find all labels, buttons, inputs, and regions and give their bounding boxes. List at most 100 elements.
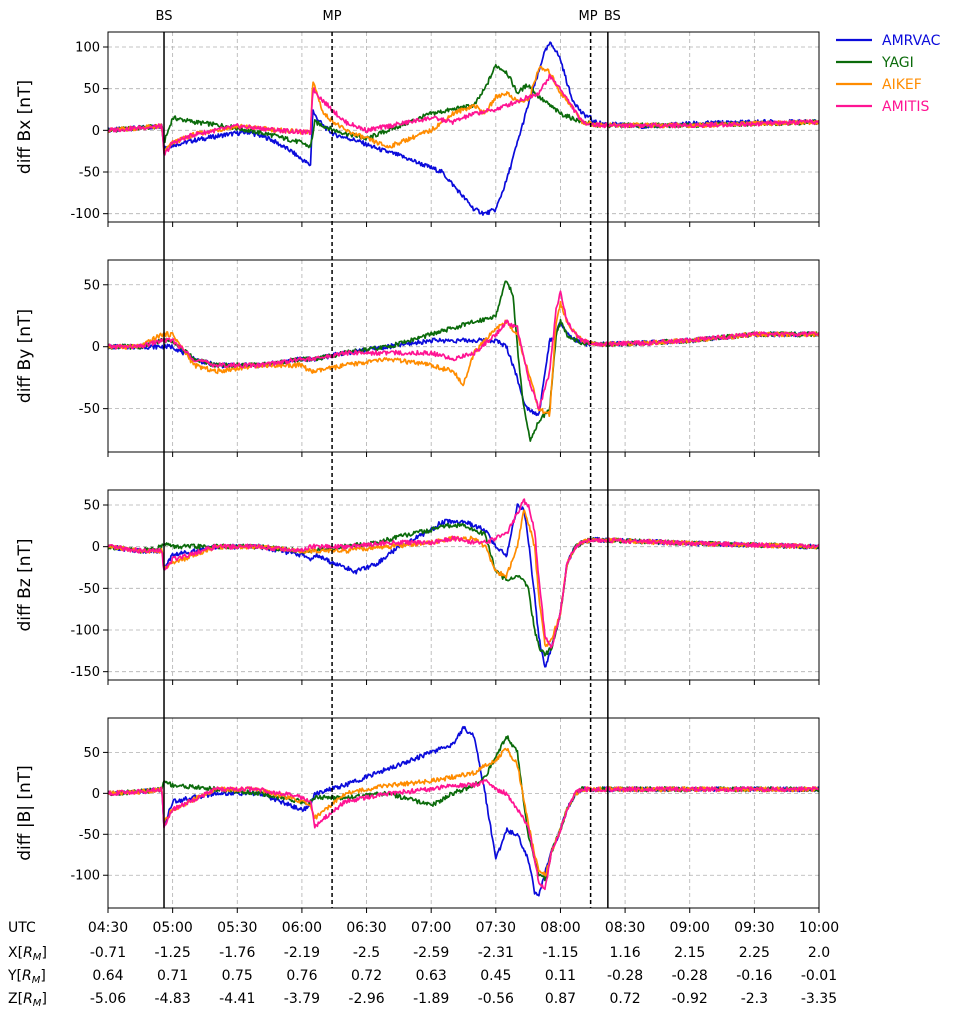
- x-tick-label: 09:00: [670, 920, 710, 936]
- series-line-aikef: [108, 300, 819, 418]
- y-tick-label: 100: [75, 41, 100, 56]
- y-axis-label: diff Bx [nT]: [15, 80, 35, 174]
- coordinate-value: 0.45: [480, 968, 511, 984]
- coordinate-value: -2.19: [284, 945, 320, 961]
- series-line-yagi: [108, 735, 819, 882]
- y-tick-label: -150: [70, 665, 100, 680]
- series-line-amitis: [108, 498, 819, 649]
- coordinate-value: 0.76: [286, 968, 317, 984]
- coordinate-value: -4.83: [155, 991, 191, 1007]
- coordinate-value: -1.15: [542, 945, 578, 961]
- y-tick-label: 0: [92, 124, 100, 139]
- y-tick-label: 50: [83, 499, 100, 514]
- legend-label-aikef: AIKEF: [882, 77, 922, 93]
- y-tick-label: 0: [92, 787, 100, 802]
- coordinate-value: -0.56: [478, 991, 514, 1007]
- coordinate-value: 0.71: [157, 968, 188, 984]
- series-line-aikef: [108, 65, 819, 152]
- row-label-utc: UTC: [8, 920, 36, 936]
- series-line-yagi: [108, 280, 819, 442]
- coordinate-value: -1.25: [155, 945, 191, 961]
- coordinate-value: -0.16: [736, 968, 772, 984]
- legend: AMRVAC YAGI AIKEF AMITIS: [836, 33, 941, 115]
- coordinate-value: 0.64: [92, 968, 123, 984]
- panel-frame: [107, 31, 820, 223]
- x-tick-label: 08:30: [605, 920, 645, 936]
- coordinate-value: -3.35: [801, 991, 837, 1007]
- x-tick-label: 09:30: [734, 920, 774, 936]
- row-label-coordinate: Z[RM]: [8, 991, 47, 1009]
- coordinate-value: -2.31: [478, 945, 514, 961]
- x-tick-label: 05:00: [152, 920, 192, 936]
- x-tick-label: 08:00: [540, 920, 580, 936]
- coordinate-value: 0.11: [545, 968, 576, 984]
- coordinate-value: 0.72: [610, 991, 641, 1007]
- coordinate-value: -0.71: [90, 945, 126, 961]
- y-tick-label: -50: [79, 582, 100, 597]
- y-tick-label: 0: [92, 540, 100, 555]
- boundary-markers-group: BS MP MP BS: [156, 9, 621, 908]
- y-tick-label: 0: [92, 340, 100, 355]
- y-tick-label: -100: [70, 624, 100, 639]
- y-tick-label: -50: [79, 828, 100, 843]
- coordinate-value: -2.5: [353, 945, 380, 961]
- y-axis-label: diff Bz [nT]: [15, 538, 35, 631]
- row-label-coordinate: X[RM]: [8, 945, 47, 963]
- series-line-amitis: [108, 779, 819, 891]
- panel-frame: [107, 717, 820, 909]
- x-tick-label: 07:00: [411, 920, 451, 936]
- boundary-label-mp: MP: [579, 9, 598, 24]
- y-tick-label: 50: [83, 746, 100, 761]
- coordinate-value: -0.28: [672, 968, 708, 984]
- coordinate-value: 2.25: [739, 945, 770, 961]
- coordinate-value: -0.92: [672, 991, 708, 1007]
- series-line-yagi: [108, 63, 819, 149]
- panel-frame: [107, 259, 820, 453]
- legend-label-amitis: AMITIS: [882, 99, 929, 115]
- panel-1: -100 -50 0 50 100 diff Bx [nT]: [15, 31, 820, 227]
- coordinate-value: 0.63: [416, 968, 447, 984]
- y-axis-label: diff By [nT]: [15, 309, 35, 403]
- panel-frame: [107, 489, 820, 681]
- coordinate-value: -5.06: [90, 991, 126, 1007]
- coordinate-value: -2.3: [741, 991, 768, 1007]
- coordinate-value: -3.79: [284, 991, 320, 1007]
- coordinate-value: 0.72: [351, 968, 382, 984]
- y-tick-label: 50: [83, 82, 100, 97]
- series-line-aikef: [108, 747, 819, 877]
- boundary-label-mp: MP: [323, 9, 342, 24]
- coordinate-value: -2.59: [413, 945, 449, 961]
- coordinate-value: -4.41: [219, 991, 255, 1007]
- coordinate-value: -0.28: [607, 968, 643, 984]
- series-line-aikef: [108, 509, 819, 648]
- x-tick-label: 07:30: [476, 920, 516, 936]
- x-tick-label: 10:00: [799, 920, 839, 936]
- y-tick-label: -100: [70, 207, 100, 222]
- x-tick-label: 06:30: [346, 920, 386, 936]
- y-axis-label: diff |B| [nT]: [15, 765, 35, 861]
- panel-4: -100 -50 0 50 diff |B| [nT]: [15, 717, 820, 913]
- coordinate-value: 0.75: [222, 968, 253, 984]
- coordinate-value: -1.76: [219, 945, 255, 961]
- series-line-amrvac: [108, 503, 819, 668]
- coordinate-value: -1.89: [413, 991, 449, 1007]
- series-line-amitis: [108, 290, 819, 410]
- x-tick-label: 06:00: [282, 920, 322, 936]
- coordinate-value: 2.0: [808, 945, 830, 961]
- x-tick-label: 05:30: [217, 920, 257, 936]
- y-tick-label: 50: [83, 278, 100, 293]
- time-coordinate-table: UTC 04:30 05:00 05:30 06:00 06:30 07:00 07:30 08…: [7, 920, 839, 1009]
- coordinate-value: 0.87: [545, 991, 576, 1007]
- boundary-label-bs: BS: [604, 9, 621, 24]
- panel-2: -50 0 50 diff By [nT]: [15, 259, 820, 457]
- series-line-amitis: [108, 73, 819, 156]
- y-tick-label: -100: [70, 869, 100, 884]
- x-tick-label: 04:30: [88, 920, 128, 936]
- coordinate-value: 1.16: [610, 945, 641, 961]
- coordinate-value: -2.96: [348, 991, 384, 1007]
- coordinate-value: 2.15: [674, 945, 705, 961]
- row-label-coordinate: Y[RM]: [7, 968, 46, 986]
- coordinate-value: -0.01: [801, 968, 837, 984]
- boundary-label-bs: BS: [156, 9, 173, 24]
